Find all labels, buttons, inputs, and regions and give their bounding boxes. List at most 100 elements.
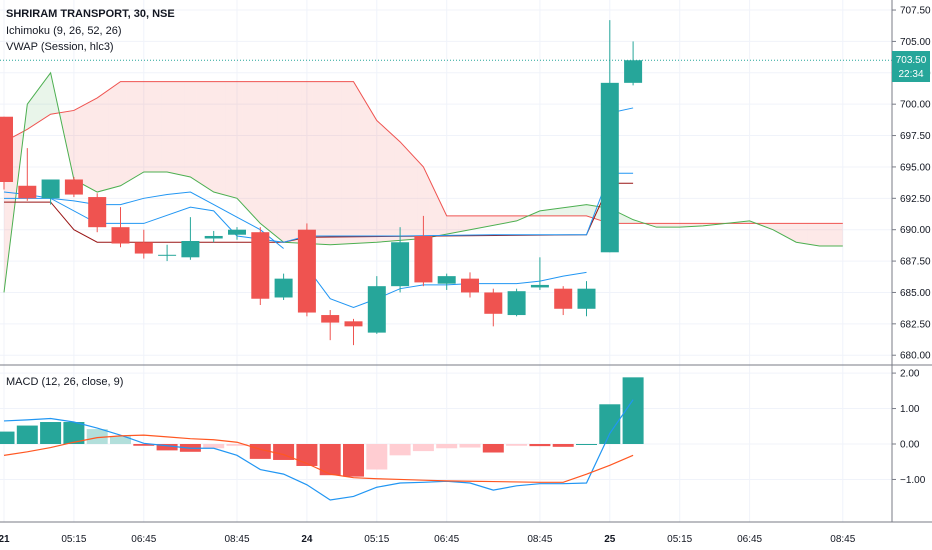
cloud-segment <box>271 81 278 238</box>
cloud-segment <box>452 215 459 233</box>
cloud-segment <box>126 81 133 183</box>
cloud-segment <box>470 215 476 230</box>
cloud-segment <box>435 191 441 237</box>
cloud-segment <box>790 223 797 243</box>
time-tick-label: 24 <box>301 534 313 545</box>
cloud-segment <box>586 204 593 218</box>
macd-histogram-bar <box>576 444 597 445</box>
candle-up <box>181 240 200 258</box>
cloud-segment <box>446 215 453 235</box>
cloud-segment <box>143 81 150 172</box>
macd-histogram-bar <box>459 444 481 448</box>
price-tick-label: 685.00 <box>900 288 931 299</box>
cloud-segment <box>103 89 109 191</box>
macd-histogram-bar <box>110 436 131 444</box>
candle-up <box>274 278 293 298</box>
cloud-segment <box>132 81 138 179</box>
cloud-segment <box>85 101 92 189</box>
cloud-segment <box>231 81 237 199</box>
macd-histogram-bar <box>319 444 341 476</box>
macd-legend[interactable]: MACD (12, 26, close, 9) <box>6 376 123 388</box>
cloud-segment <box>248 81 255 218</box>
cloud-segment <box>458 215 465 232</box>
macd-histogram-bar <box>529 444 551 447</box>
macd-histogram-bar <box>343 444 364 477</box>
candlesticks[interactable] <box>0 20 643 346</box>
macd-histogram-bar <box>0 431 15 444</box>
candle-up <box>367 286 386 333</box>
cloud-segment <box>411 154 418 240</box>
span-b-line <box>3 81 843 224</box>
legend[interactable]: SHRIRAM TRANSPORT, 30, NSE Ichimoku (9, … <box>6 8 175 388</box>
macd-histogram-bar <box>273 444 295 460</box>
cloud-segment <box>440 203 447 236</box>
cloud-segment <box>400 141 406 241</box>
cloud-segment <box>778 223 785 236</box>
cloud-segment <box>405 148 412 240</box>
ichimoku-legend[interactable]: Ichimoku (9, 26, 52, 26) <box>6 25 122 37</box>
cloud-segment <box>370 110 377 243</box>
cloud-segment <box>330 81 337 245</box>
cloud-segment <box>237 81 243 205</box>
time-tick-label: 05:15 <box>364 534 389 545</box>
cloud-segment <box>318 81 325 245</box>
time-tick-label: 06:45 <box>737 534 762 545</box>
time-tick-label: 21 <box>0 534 10 545</box>
price-tick-label: 690.00 <box>900 225 931 236</box>
candle-up <box>391 242 410 287</box>
cloud-segment <box>202 81 208 189</box>
cloud-segment <box>44 72 51 118</box>
price-tick-label: 700.00 <box>900 100 931 111</box>
macd-histogram-bar <box>412 444 434 452</box>
cloud-segment <box>225 81 232 197</box>
cloud-segment <box>324 81 331 245</box>
macd-tick-label: 1.00 <box>900 404 920 415</box>
cloud-segment <box>190 81 197 181</box>
macd-histogram-bar <box>16 425 38 444</box>
time-tick-label: 08:45 <box>830 534 855 545</box>
cloud-segment <box>662 223 669 228</box>
cloud-segment <box>481 215 488 228</box>
cloud-segment <box>464 215 470 231</box>
price-badge: 703.50 22:34 <box>892 51 930 82</box>
cloud-segment <box>819 223 826 247</box>
cloud-segment <box>668 223 674 228</box>
time-tick-label: 05:15 <box>61 534 86 545</box>
cloud-segment <box>359 91 366 244</box>
cloud-segment <box>149 81 156 172</box>
cloud-segment <box>534 210 540 216</box>
cloud-segment <box>691 223 698 227</box>
candle-up <box>530 284 549 288</box>
cloud-segment <box>539 210 546 216</box>
macd-histogram-bar <box>622 377 644 444</box>
macd-histogram-bar <box>599 404 621 444</box>
cloud-segment <box>301 81 307 244</box>
cloud-segment <box>27 96 34 130</box>
cloud-segment <box>15 132 22 199</box>
cloud-segment <box>563 206 570 216</box>
cloud-segment <box>341 81 348 245</box>
cloud-segment <box>487 215 494 227</box>
cloud-segment <box>510 215 517 223</box>
cloud-segment <box>673 223 680 228</box>
cloud-segment <box>207 81 214 193</box>
cloud-segment <box>266 81 272 233</box>
cloud-segment <box>388 131 395 242</box>
cloud-segment <box>475 215 482 229</box>
candle-down <box>461 278 479 293</box>
cloud-segment <box>178 81 185 176</box>
candle-down <box>554 288 573 309</box>
candle-up <box>600 82 619 253</box>
price-tick-label: 682.50 <box>900 319 931 330</box>
cloud-segment <box>504 215 511 224</box>
symbol-title[interactable]: SHRIRAM TRANSPORT, 30, NSE <box>6 8 175 20</box>
macd-histogram-bar <box>482 444 504 453</box>
cloud-segment <box>306 81 313 244</box>
candle-up <box>228 229 246 235</box>
vwap-legend[interactable]: VWAP (Session, hlc3) <box>6 41 114 53</box>
cloud-segment <box>254 81 261 224</box>
cloud-segment <box>172 81 179 175</box>
cloud-segment <box>836 223 843 247</box>
cloud-segment <box>161 81 168 172</box>
cloud-segment <box>767 223 773 230</box>
